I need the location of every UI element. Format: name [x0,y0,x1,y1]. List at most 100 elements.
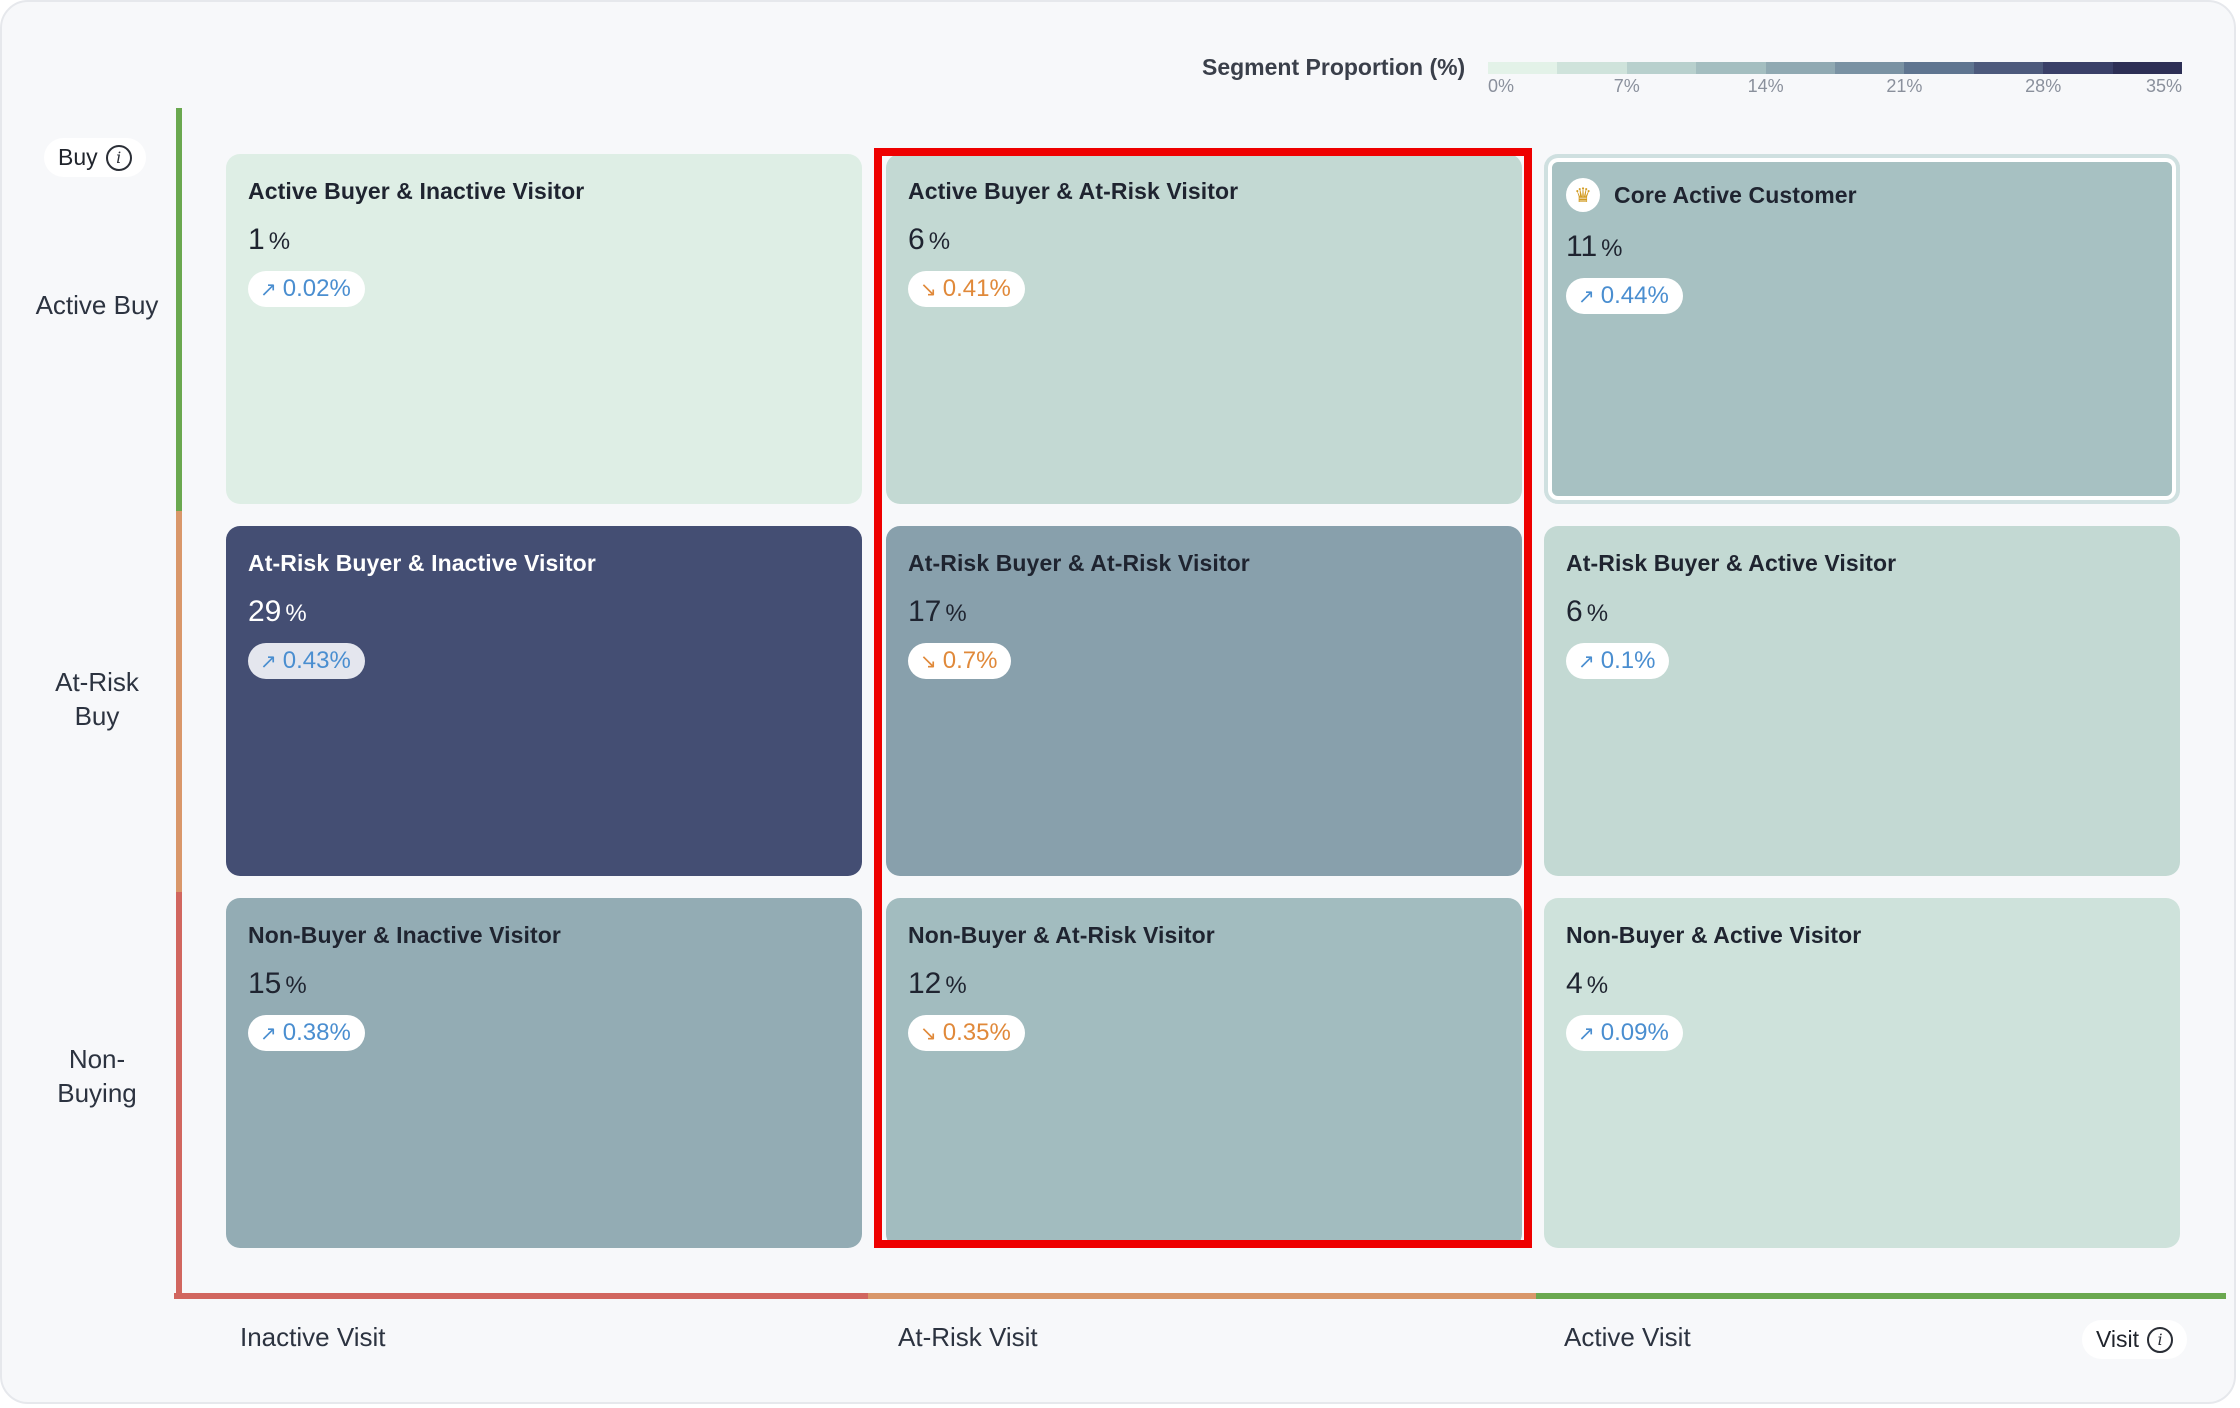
cell-value-number: 1 [248,223,265,256]
heatmap-cell[interactable]: Active Buyer & Inactive Visitor 1% ↗ 0.02% [226,154,862,504]
change-badge-down: ↘ 0.35% [908,1015,1025,1051]
y-axis-segment-active [176,108,182,511]
cell-value-unit: % [285,600,307,627]
cell-title: Active Buyer & Inactive Visitor [248,178,840,205]
change-badge-up: ↗ 0.1% [1566,643,1670,679]
cell-title: Non-Buyer & At-Risk Visitor [908,922,1500,949]
change-badge-down: ↘ 0.41% [908,271,1025,307]
x-axis-segment-at-risk [868,1293,1536,1299]
cell-value-unit: % [928,228,951,255]
color-scale-tick-label: 21% [1886,76,1923,96]
cell-value: 6% [1566,595,2158,629]
color-scale-tick-label: 0% [1488,76,1515,96]
heatmap-cell[interactable]: Active Buyer & At-Risk Visitor 6% ↘ 0.41% [886,154,1522,504]
cell-title-text: Core Active Customer [1614,181,1857,208]
info-icon[interactable]: i [2147,1326,2174,1353]
cell-value-number: 12 [908,967,942,1000]
color-scale-step [1904,62,1974,74]
row-label-active-buy: Active Buy [35,290,159,320]
cell-value-unit: % [1586,600,1609,627]
cell-value: 1% [248,223,840,257]
cell-value-number: 17 [908,595,942,628]
cell-value-unit: % [1586,972,1609,999]
cell-value-unit: % [1601,235,1623,262]
heatmap-cell[interactable]: At-Risk Buyer & At-Risk Visitor 17% ↘ 0.7% [886,526,1522,876]
cell-title-text: Non-Buyer & At-Risk Visitor [908,922,1215,948]
cell-value: 6% [908,223,1500,257]
change-value: 0.02% [282,275,351,302]
change-value: 0.09% [1600,1019,1669,1046]
color-scale-step [1973,62,2044,74]
heatmap-cell[interactable]: At-Risk Buyer & Active Visitor 6% ↗ 0.1% [1544,526,2180,876]
change-badge-up: ↗ 0.02% [248,271,365,307]
color-scale-step [1557,62,1627,74]
trend-up-icon: ↗ [1578,285,1595,308]
trend-down-icon: ↘ [920,1022,937,1045]
color-scale-step [1488,62,1558,74]
change-value: 0.35% [942,1019,1011,1046]
y-axis-segment-at-risk [176,511,182,892]
heatmap-cell[interactable]: At-Risk Buyer & Inactive Visitor 29% ↗ 0.43… [226,526,862,876]
cell-title-text: Active Buyer & Inactive Visitor [248,178,585,204]
color-scale-tick-label: 35% [2145,76,2182,96]
col-label-inactive-visit: Inactive Visit [240,1322,386,1352]
x-axis-title[interactable]: Visit i [2082,1320,2188,1359]
cell-title: At-Risk Buyer & Active Visitor [1566,550,2158,577]
change-value: 0.38% [282,1019,351,1046]
cell-value-number: 6 [1566,595,1583,628]
change-value: 0.43% [282,647,351,674]
cell-value: 15% [248,967,840,1001]
cell-title: ♛ Core Active Customer [1566,178,2158,212]
cell-value-number: 15 [248,967,282,1000]
cell-title-text: Active Buyer & At-Risk Visitor [908,178,1239,204]
color-scale-bar [1488,62,2183,74]
cell-title-text: At-Risk Buyer & Inactive Visitor [248,550,596,576]
heatmap-cell[interactable]: Non-Buyer & Inactive Visitor 15% ↗ 0.38% [226,898,862,1248]
trend-up-icon: ↗ [260,1022,277,1045]
cell-title: At-Risk Buyer & At-Risk Visitor [908,550,1500,577]
y-axis-title[interactable]: Buy i [44,138,146,177]
heatmap-cell[interactable]: ♛ Core Active Customer 11% ↗ 0.44% [1544,154,2180,504]
cell-title: At-Risk Buyer & Inactive Visitor [248,550,840,577]
cell-title: Non-Buyer & Active Visitor [1566,922,2158,949]
cell-title-text: Non-Buyer & Active Visitor [1566,922,1862,948]
info-icon[interactable]: i [105,144,132,171]
cell-title-text: At-Risk Buyer & Active Visitor [1566,550,1897,576]
trend-down-icon: ↘ [920,650,937,673]
y-axis-title-label: Buy [58,144,98,170]
color-scale-ticks: 0% 7% 14% 21% 28% 35% [1488,76,2182,100]
x-axis-segment-inactive [174,1293,868,1299]
legend-title: Segment Proportion (%) [1202,54,1466,80]
change-badge-up: ↗ 0.43% [248,643,365,679]
trend-up-icon: ↗ [260,278,277,301]
row-label-at-risk-buy: At-Risk Buy [55,667,139,731]
crown-icon: ♛ [1566,178,1600,212]
color-scale-tick-label: 14% [1747,76,1784,96]
cell-value: 4% [1566,967,2158,1001]
cell-value-unit: % [945,972,967,999]
heatmap-cell[interactable]: Non-Buyer & At-Risk Visitor 12% ↘ 0.35% [886,898,1522,1248]
change-value: 0.44% [1600,282,1669,309]
trend-up-icon: ↗ [1578,650,1595,673]
heatmap-cell[interactable]: Non-Buyer & Active Visitor 4% ↗ 0.09% [1544,898,2180,1248]
color-scale-step [2112,62,2183,74]
change-badge-up: ↗ 0.38% [248,1015,365,1051]
cell-title-text: At-Risk Buyer & At-Risk Visitor [908,550,1250,576]
highlighted-column-frame [874,148,1532,1248]
cell-value: 17% [908,595,1500,629]
trend-up-icon: ↗ [260,650,277,673]
change-badge-down: ↘ 0.7% [908,643,1012,679]
x-axis-title-label: Visit [2096,1326,2140,1352]
color-scale-step [2043,62,2113,74]
color-scale-step [1835,62,1905,74]
change-value: 0.1% [1600,647,1656,674]
color-scale-step [1696,62,1766,74]
cell-value-unit: % [268,228,291,255]
y-axis-segment-non [176,892,182,1296]
x-axis-segment-active [1536,1293,2226,1299]
change-value: 0.41% [942,275,1011,302]
trend-up-icon: ↗ [1578,1022,1595,1045]
col-label-active-visit: Active Visit [1564,1322,1691,1352]
cell-value: 12% [908,967,1500,1001]
